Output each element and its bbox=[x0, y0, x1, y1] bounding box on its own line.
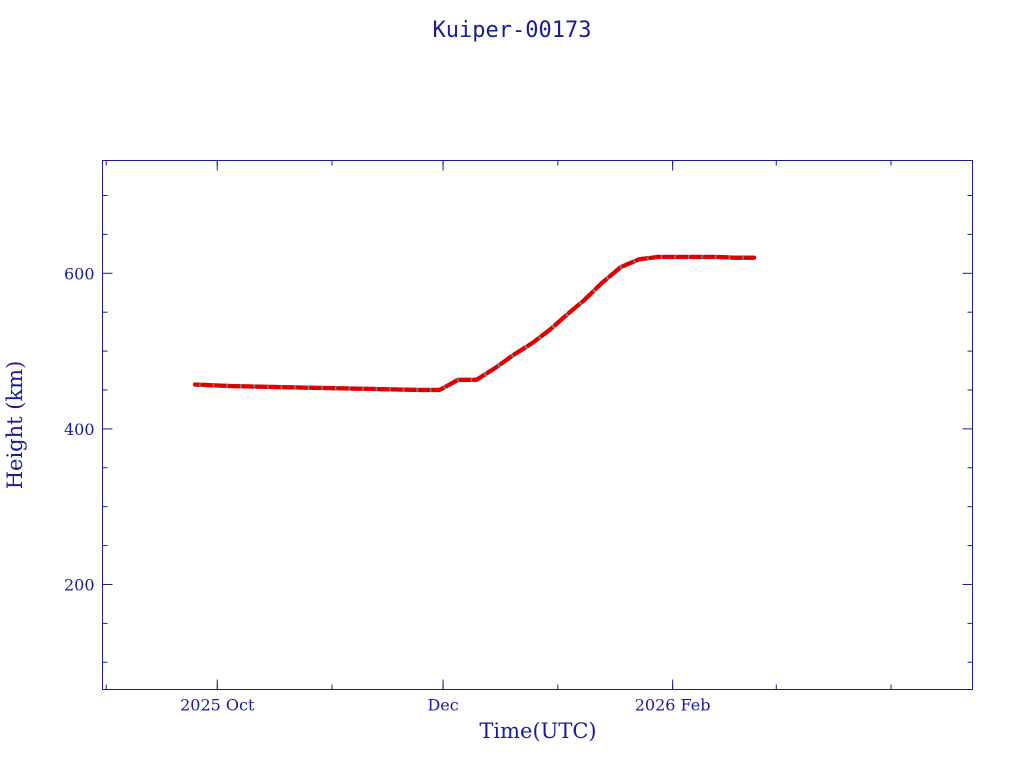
x-tick-label: 2025 Oct bbox=[180, 696, 255, 715]
y-tick-label: 400 bbox=[64, 420, 95, 439]
x-axis-label: Time(UTC) bbox=[479, 719, 596, 743]
plot-frame bbox=[102, 160, 973, 690]
y-minor-ticks bbox=[102, 195, 973, 663]
y-ticks: 200 400 600 bbox=[64, 264, 973, 594]
x-minor-ticks bbox=[105, 160, 892, 690]
x-tick-label: 2026 Feb bbox=[635, 696, 711, 715]
x-tick-label: Dec bbox=[427, 696, 458, 715]
y-axis-label: Height (km) bbox=[3, 361, 27, 490]
chart-title: Kuiper-00173 bbox=[433, 18, 592, 43]
x-ticks: 2025 Oct Dec 2026 Feb bbox=[180, 160, 711, 715]
data-points bbox=[192, 254, 757, 393]
data-point bbox=[751, 255, 757, 260]
y-tick-label: 200 bbox=[64, 575, 95, 594]
y-tick-label: 600 bbox=[64, 264, 95, 283]
